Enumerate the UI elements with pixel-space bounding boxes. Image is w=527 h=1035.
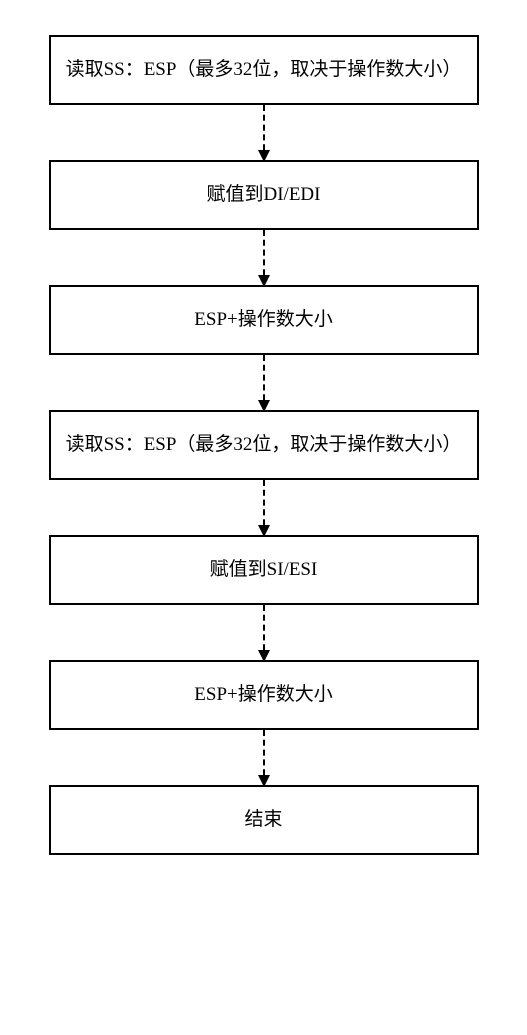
arrow-6 [263,730,265,785]
flow-step-3-label: ESP+操作数大小 [194,307,332,334]
arrow-3 [263,355,265,410]
flow-step-1: 读取SS：ESP（最多32位，取决于操作数大小） [49,35,479,105]
flow-step-5: 赋值到SI/ESI [49,535,479,605]
arrow-1 [263,105,265,160]
flow-step-7: 结束 [49,785,479,855]
arrow-2 [263,230,265,285]
flow-step-4-label: 读取SS：ESP（最多32位，取决于操作数大小） [66,432,462,459]
flow-step-4: 读取SS：ESP（最多32位，取决于操作数大小） [49,410,479,480]
flow-step-2: 赋值到DI/EDI [49,160,479,230]
flow-step-1-label: 读取SS：ESP（最多32位，取决于操作数大小） [66,57,462,84]
arrow-4 [263,480,265,535]
flow-step-6-label: ESP+操作数大小 [194,682,332,709]
flow-step-6: ESP+操作数大小 [49,660,479,730]
flow-step-7-label: 结束 [244,807,282,834]
flow-step-3: ESP+操作数大小 [49,285,479,355]
flow-step-2-label: 赋值到DI/EDI [207,182,321,209]
flow-step-5-label: 赋值到SI/ESI [210,557,318,584]
arrow-5 [263,605,265,660]
